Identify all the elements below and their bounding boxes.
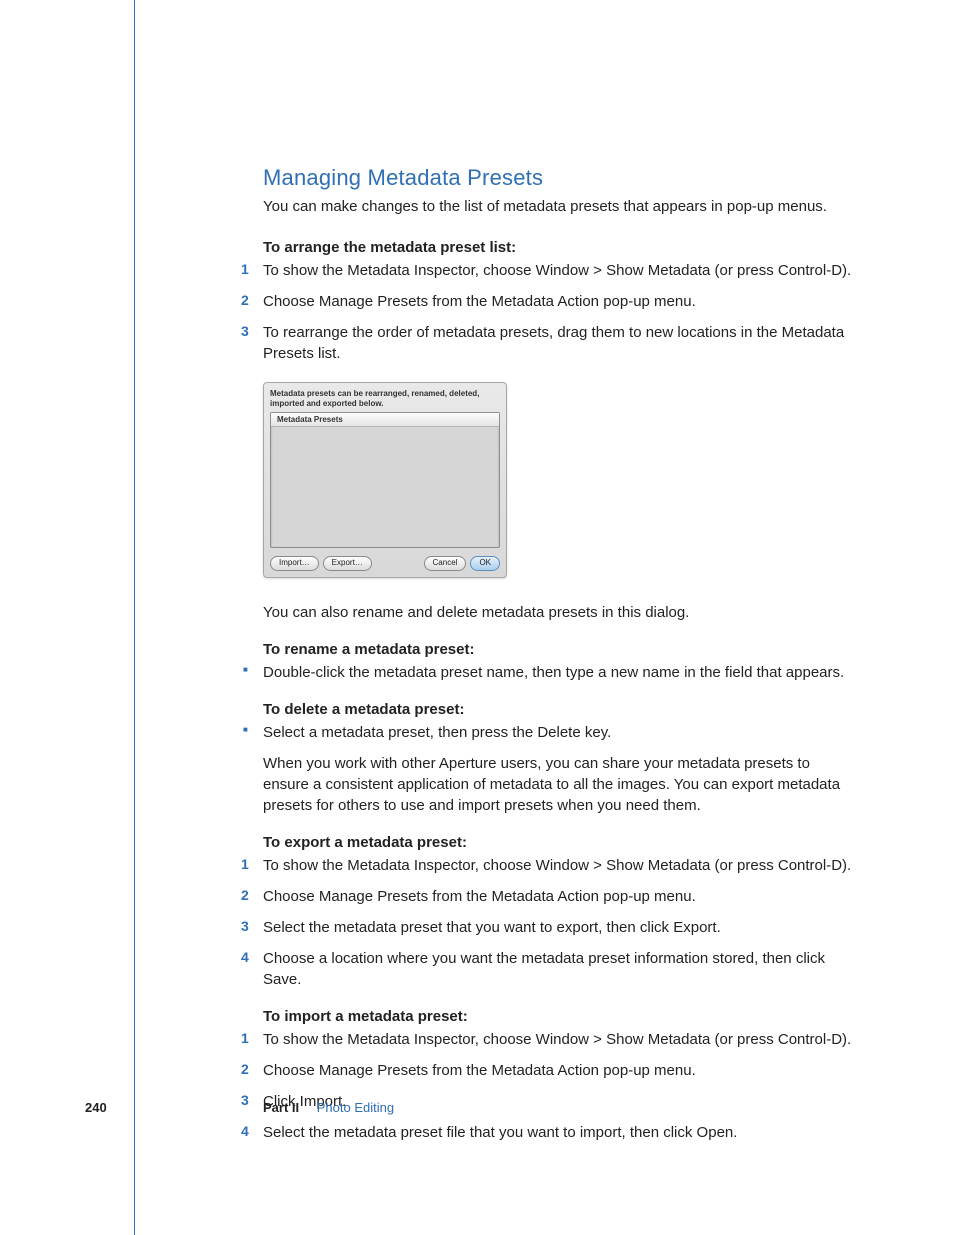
step-number: 1 <box>241 1029 249 1049</box>
list-item: Select a metadata preset, then press the… <box>263 722 854 743</box>
delete-title: To delete a metadata preset: <box>263 701 854 718</box>
list-item: 3To rearrange the order of metadata pres… <box>263 322 854 364</box>
step-number: 2 <box>241 291 249 311</box>
page-number: 240 <box>85 1100 107 1115</box>
cancel-button[interactable]: Cancel <box>424 556 467 570</box>
rename-block: To rename a metadata preset: Double-clic… <box>263 641 854 683</box>
step-number: 4 <box>241 948 249 968</box>
list-item: 1To show the Metadata Inspector, choose … <box>263 260 854 281</box>
step-number: 3 <box>241 322 249 342</box>
step-number: 3 <box>241 917 249 937</box>
step-text: Choose Manage Presets from the Metadata … <box>263 1062 696 1079</box>
list-item: 3Select the metadata preset that you wan… <box>263 917 854 938</box>
list-item: 4Select the metadata preset file that yo… <box>263 1122 854 1143</box>
rename-title: To rename a metadata preset: <box>263 641 854 658</box>
dialog-button-left-group: Import… Export… <box>270 556 372 570</box>
import-steps: 1To show the Metadata Inspector, choose … <box>263 1029 854 1143</box>
step-text: To rearrange the order of metadata prese… <box>263 324 844 362</box>
step-text: To show the Metadata Inspector, choose W… <box>263 1031 851 1048</box>
step-number: 4 <box>241 1122 249 1142</box>
page-footer: 240 Part II Photo Editing <box>135 1100 894 1115</box>
ok-button[interactable]: OK <box>470 556 500 570</box>
dialog-button-row: Import… Export… Cancel OK <box>270 556 500 570</box>
step-text: Select the metadata preset file that you… <box>263 1124 737 1141</box>
delete-bullets: Select a metadata preset, then press the… <box>263 722 854 743</box>
step-text: Choose a location where you want the met… <box>263 950 825 988</box>
footer-text: Part II Photo Editing <box>263 1100 894 1115</box>
after-dialog-paragraph: You can also rename and delete metadata … <box>263 602 854 623</box>
step-text: To show the Metadata Inspector, choose W… <box>263 262 851 279</box>
step-text: Select the metadata preset that you want… <box>263 919 721 936</box>
import-title: To import a metadata preset: <box>263 1008 854 1025</box>
dialog-button-right-group: Cancel OK <box>424 556 500 570</box>
list-item: 2Choose Manage Presets from the Metadata… <box>263 1060 854 1081</box>
arrange-steps: 1To show the Metadata Inspector, choose … <box>263 260 854 364</box>
metadata-presets-dialog: Metadata presets can be rearranged, rena… <box>263 382 507 578</box>
list-item: 4Choose a location where you want the me… <box>263 948 854 990</box>
import-block: To import a metadata preset: 1To show th… <box>263 1008 854 1143</box>
intro-paragraph: You can make changes to the list of meta… <box>263 197 854 217</box>
list-item: Double-click the metadata preset name, t… <box>263 662 854 683</box>
arrange-block: To arrange the metadata preset list: 1To… <box>263 239 854 364</box>
bullet-text: Select a metadata preset, then press the… <box>263 724 611 741</box>
step-number: 2 <box>241 886 249 906</box>
list-item: 1To show the Metadata Inspector, choose … <box>263 1029 854 1050</box>
step-text: Choose Manage Presets from the Metadata … <box>263 293 696 310</box>
dialog-list-header: Metadata Presets <box>271 413 499 427</box>
rename-bullets: Double-click the metadata preset name, t… <box>263 662 854 683</box>
export-steps: 1To show the Metadata Inspector, choose … <box>263 855 854 990</box>
delete-paragraph: When you work with other Aperture users,… <box>263 753 854 816</box>
dialog-figure: Metadata presets can be rearranged, rena… <box>263 382 854 578</box>
dialog-description: Metadata presets can be rearranged, rena… <box>270 389 500 408</box>
footer-part: Part II <box>263 1100 299 1115</box>
step-number: 1 <box>241 855 249 875</box>
list-item: 1To show the Metadata Inspector, choose … <box>263 855 854 876</box>
export-block: To export a metadata preset: 1To show th… <box>263 834 854 990</box>
list-item: 2Choose Manage Presets from the Metadata… <box>263 886 854 907</box>
footer-chapter: Photo Editing <box>317 1100 394 1115</box>
import-button[interactable]: Import… <box>270 556 319 570</box>
list-item: 2Choose Manage Presets from the Metadata… <box>263 291 854 312</box>
export-title: To export a metadata preset: <box>263 834 854 851</box>
section-heading: Managing Metadata Presets <box>263 165 854 191</box>
bullet-text: Double-click the metadata preset name, t… <box>263 664 844 681</box>
step-text: Choose Manage Presets from the Metadata … <box>263 888 696 905</box>
page-container: Managing Metadata Presets You can make c… <box>134 0 894 1235</box>
step-text: To show the Metadata Inspector, choose W… <box>263 857 851 874</box>
export-button[interactable]: Export… <box>323 556 372 570</box>
dialog-listbox[interactable]: Metadata Presets <box>270 412 500 548</box>
arrange-title: To arrange the metadata preset list: <box>263 239 854 256</box>
step-number: 1 <box>241 260 249 280</box>
delete-block: To delete a metadata preset: Select a me… <box>263 701 854 816</box>
content-area: Managing Metadata Presets You can make c… <box>263 0 854 1143</box>
step-number: 2 <box>241 1060 249 1080</box>
